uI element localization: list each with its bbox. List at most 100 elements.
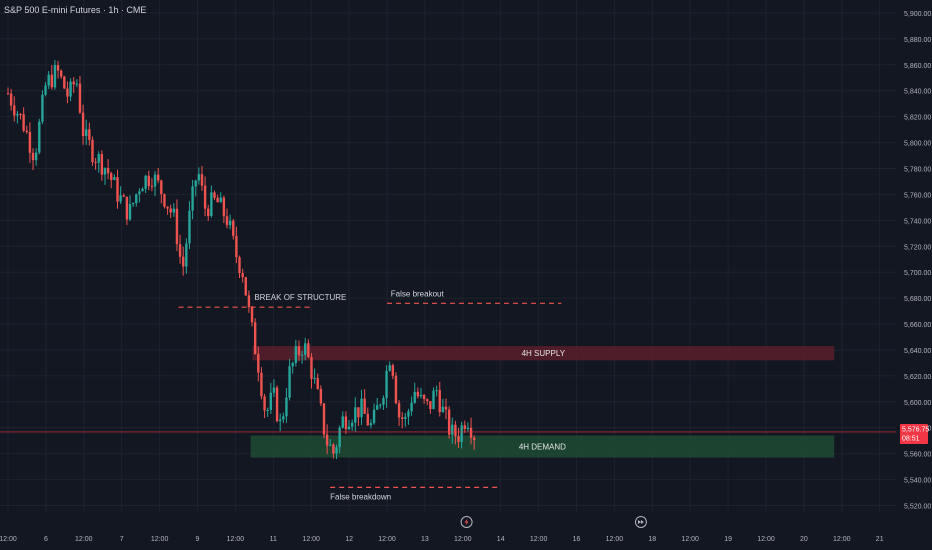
time-tick-label: 21 [876,536,884,543]
candle-body [91,139,94,163]
price-tick-label: 5,880.00 [904,37,931,44]
candle-body [163,194,166,207]
time-tick-label: 20 [800,536,808,543]
candle-body [347,426,351,430]
candle-body [379,404,382,406]
time-tick-label: 12:00 [0,536,17,543]
candle-body [153,174,157,187]
time-tick-label: 12:00 [151,536,169,543]
candle-body [56,64,60,71]
candle-body [44,85,47,95]
annotation-label: False breakdown [330,492,391,501]
candle-body [194,180,197,187]
candle-body [416,391,420,397]
candle-body [103,168,107,175]
candle-body [354,407,357,423]
price-tick-label: 5,700.00 [904,270,931,277]
candle-body [166,206,169,209]
candle-body [375,405,379,410]
candle-body [338,427,341,448]
candle-body [451,424,454,435]
grid-lines [0,0,896,512]
candle-body [441,406,445,413]
candle-body [341,416,344,428]
lightning-icon[interactable] [460,516,473,528]
candle-body [188,210,191,244]
candle-body [50,74,54,88]
price-tick-label: 5,540.00 [904,478,931,485]
candle-body [203,185,207,209]
candle-body [447,409,451,435]
candle-body [25,130,28,133]
candle-body [291,363,294,367]
candle-body [28,132,32,153]
time-tick-label: 12:00 [75,536,93,543]
candle-body [13,105,16,116]
candle-body [426,399,429,402]
candle-body [247,295,251,308]
time-tick-label: 12:00 [378,536,396,543]
bar-countdown: 08:51 [902,435,920,442]
candle-body [304,343,307,355]
candle-body [232,220,235,236]
candle-body [244,277,247,296]
candle-body [222,197,226,217]
last-price-value: 5,576.75 [902,426,929,433]
candle-body [97,154,100,163]
candle-body [38,121,41,153]
time-tick-label: 9 [196,536,200,543]
candle-body [275,387,279,422]
time-tick-label: 12 [345,536,353,543]
candle-body [366,413,369,426]
candle-body [413,391,416,403]
candle-body [53,64,57,88]
candle-body [75,83,79,85]
candle-body [329,444,332,446]
price-tick-label: 5,860.00 [904,63,931,70]
time-tick-label: 12:00 [606,536,624,543]
candle-body [432,390,435,410]
candle-body [322,403,326,435]
candle-body [228,220,232,226]
candle-body [360,398,363,418]
candle-body [335,447,338,454]
price-tick-label: 5,520.00 [904,504,931,511]
candle-body [213,192,216,198]
candle-body [297,346,301,356]
candle-body [463,425,466,429]
candle-body [185,243,188,267]
candle-body [288,366,291,398]
fast-forward-icon[interactable] [634,516,647,528]
candle-body [225,216,229,226]
candle-body [19,113,22,115]
candle-body [407,411,410,417]
candle-body [372,409,376,424]
candle-body [144,175,147,189]
candle-body [125,196,129,220]
time-tick-label: 7 [120,536,124,543]
candle-body [191,186,194,211]
candle-body [78,83,82,113]
candle-body [401,417,404,419]
candle-body [34,152,38,161]
candle-body [469,427,473,438]
candle-body [22,114,25,131]
candle-body [266,409,269,411]
candle-body [135,194,138,203]
candle-body [110,173,113,180]
candle-body [285,397,288,417]
candle-body [319,388,323,404]
candle-body [216,197,219,203]
price-tick-label: 5,820.00 [904,115,931,122]
time-tick-label: 18 [648,536,656,543]
candle-body [119,195,122,202]
candle-body [253,322,257,355]
candle-body [59,70,63,77]
candle-body [300,354,304,356]
time-tick-label: 13 [421,536,429,543]
candle-body [325,434,329,446]
candle-body [391,365,395,376]
candle-body [382,398,385,405]
